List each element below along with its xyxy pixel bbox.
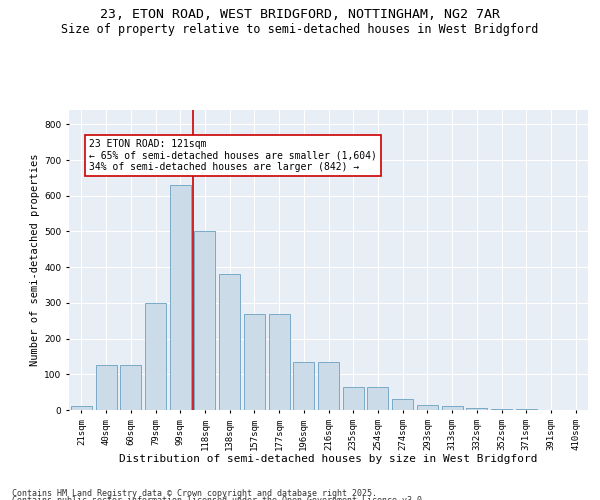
Bar [417, 404, 438, 410]
Y-axis label: Number of semi-detached properties: Number of semi-detached properties [30, 154, 40, 366]
Bar [318, 362, 339, 410]
Bar [293, 362, 314, 410]
Bar [491, 409, 512, 410]
Bar [194, 232, 215, 410]
Bar [145, 303, 166, 410]
Text: Contains HM Land Registry data © Crown copyright and database right 2025.: Contains HM Land Registry data © Crown c… [12, 488, 377, 498]
Text: 23, ETON ROAD, WEST BRIDGFORD, NOTTINGHAM, NG2 7AR: 23, ETON ROAD, WEST BRIDGFORD, NOTTINGHA… [100, 8, 500, 20]
Bar [367, 387, 388, 410]
X-axis label: Distribution of semi-detached houses by size in West Bridgford: Distribution of semi-detached houses by … [119, 454, 538, 464]
Bar [244, 314, 265, 410]
Bar [466, 408, 487, 410]
Text: 23 ETON ROAD: 121sqm
← 65% of semi-detached houses are smaller (1,604)
34% of se: 23 ETON ROAD: 121sqm ← 65% of semi-detac… [89, 138, 377, 172]
Text: Size of property relative to semi-detached houses in West Bridgford: Size of property relative to semi-detach… [61, 22, 539, 36]
Bar [343, 387, 364, 410]
Bar [269, 314, 290, 410]
Bar [71, 406, 92, 410]
Bar [170, 185, 191, 410]
Bar [219, 274, 240, 410]
Bar [120, 366, 141, 410]
Bar [392, 400, 413, 410]
Bar [95, 366, 116, 410]
Text: Contains public sector information licensed under the Open Government Licence v3: Contains public sector information licen… [12, 496, 427, 500]
Bar [442, 406, 463, 410]
